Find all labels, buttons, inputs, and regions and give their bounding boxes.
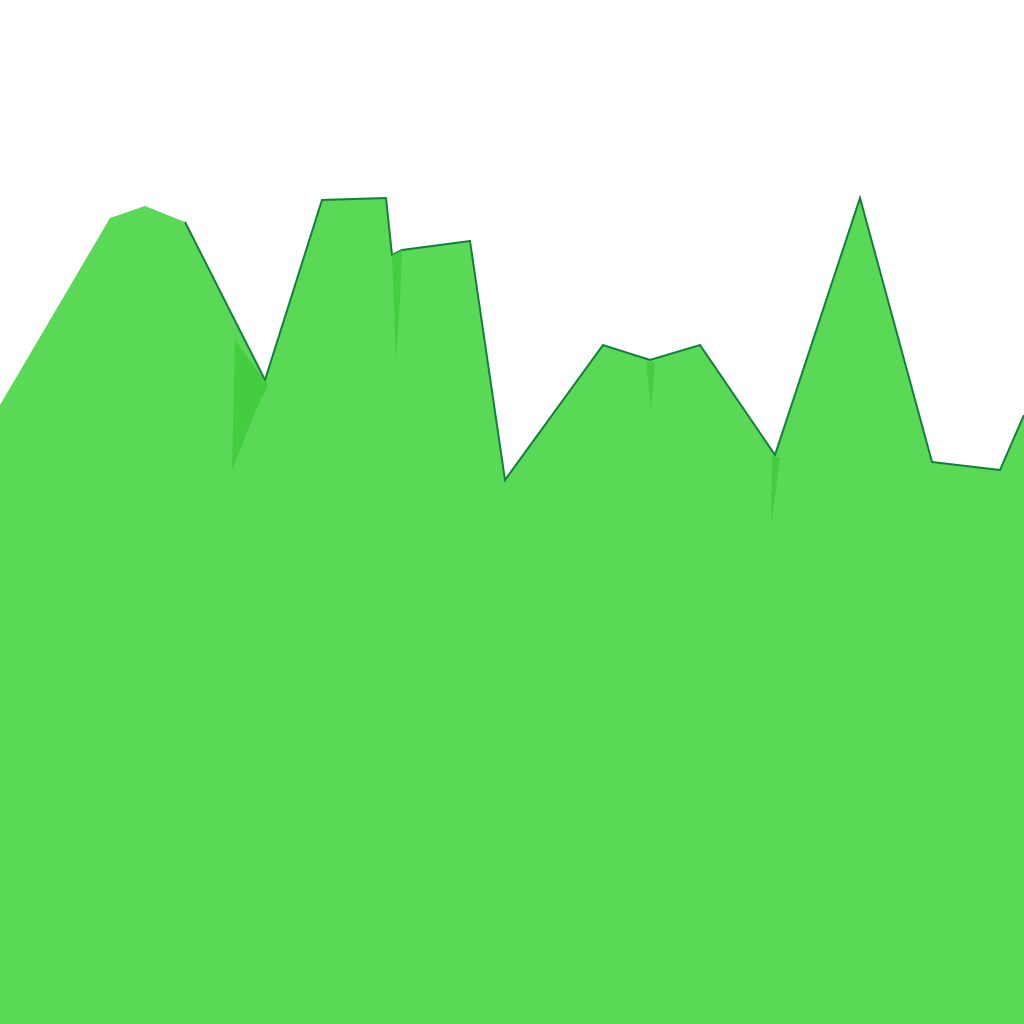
terrain-crease-peak xyxy=(392,250,402,360)
terrain-ridge-line xyxy=(184,194,1024,483)
terrain-crease-dip xyxy=(771,455,780,525)
terrain-crease-valley xyxy=(646,362,655,410)
terrain-crease-left xyxy=(232,340,268,470)
